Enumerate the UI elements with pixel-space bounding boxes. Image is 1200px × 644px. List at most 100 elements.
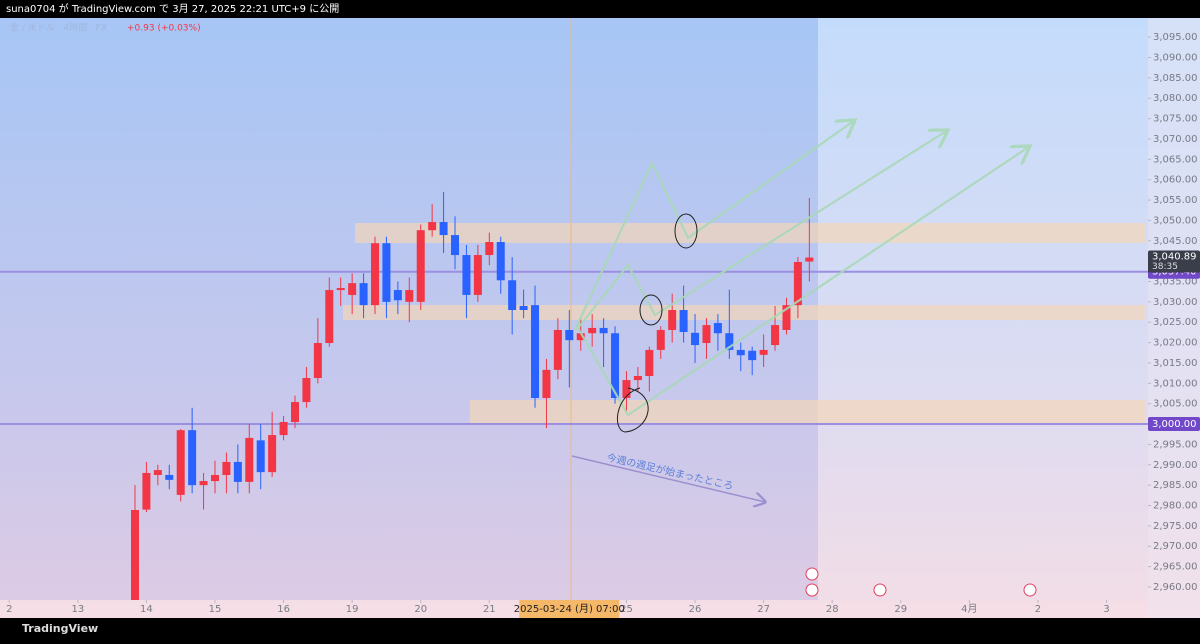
candle-body — [713, 323, 722, 334]
candle-body — [645, 349, 654, 376]
crosshair-label: 2025-03-24 (月) 07:00 — [514, 603, 625, 615]
candle-body — [748, 350, 757, 361]
candle-body — [565, 329, 574, 341]
zone — [343, 305, 1145, 320]
candle-body — [188, 430, 197, 486]
y-tick-label: 2,965.00 — [1153, 562, 1198, 573]
candle-body — [393, 290, 402, 301]
y-tick-label: 3,035.00 — [1153, 277, 1198, 288]
y-tick-label: 2,985.00 — [1153, 480, 1198, 491]
change: +0.93 (+0.03%) — [127, 24, 201, 34]
candle-body — [519, 305, 528, 311]
x-tick-label: 2 — [1035, 604, 1041, 615]
y-tick-label: 3,055.00 — [1153, 195, 1198, 206]
y-tick-label: 3,005.00 — [1153, 399, 1198, 410]
candle-body — [291, 402, 300, 423]
y-tick-label: 3,015.00 — [1153, 358, 1198, 369]
y-tick-label: 3,075.00 — [1153, 114, 1198, 125]
candle-body — [210, 474, 219, 482]
candle-body — [633, 375, 642, 381]
drawing — [574, 120, 1030, 417]
y-tick-label: 2,975.00 — [1153, 521, 1198, 532]
candle-body — [153, 470, 162, 475]
symbol: 金 / 米ドル · 4時間 · FX — [10, 22, 107, 34]
candle-body — [702, 325, 711, 344]
candle-body — [313, 343, 322, 379]
zone — [355, 223, 1145, 243]
y-tick-label: 3,020.00 — [1153, 338, 1198, 349]
candle-body — [691, 332, 700, 346]
candle-body — [359, 283, 368, 306]
candle-body — [233, 461, 242, 482]
candle-body — [245, 437, 254, 482]
candle-body — [793, 261, 802, 306]
x-tick-label: 16 — [277, 604, 290, 615]
x-tick-label: 13 — [71, 604, 84, 615]
y-tick-label: 3,065.00 — [1153, 154, 1198, 165]
candle-body — [142, 472, 151, 510]
y-tick-label: 3,060.00 — [1153, 175, 1198, 186]
x-tick-label: 2 — [6, 604, 12, 615]
candle-body — [496, 242, 505, 281]
crosshair-box — [519, 600, 620, 618]
candle-body — [165, 474, 174, 480]
candle-body — [416, 230, 425, 302]
y-tick-label: 2,995.00 — [1153, 439, 1198, 450]
x-tick-label: 3 — [1103, 604, 1109, 615]
candle-body — [130, 509, 139, 600]
x-tick-label: 21 — [483, 604, 496, 615]
candle-body — [485, 242, 494, 256]
candle-body — [576, 333, 585, 341]
candle-body — [325, 290, 334, 344]
candle-body — [462, 255, 471, 295]
candle-body — [199, 481, 208, 486]
y-tick-label: 3,085.00 — [1153, 73, 1198, 84]
level-label: 3,000.00 — [1152, 419, 1197, 430]
y-tick-label: 3,030.00 — [1153, 297, 1198, 308]
footer — [0, 618, 1200, 640]
publish-info: suna0704 が TradingView.com で 3月 27, 2025… — [6, 2, 339, 15]
y-tick-label: 3,025.00 — [1153, 317, 1198, 328]
candle-body — [279, 422, 288, 436]
y-tick-label: 2,960.00 — [1153, 582, 1198, 593]
candle-body — [725, 333, 734, 350]
candle-body — [405, 290, 414, 302]
candle-body — [256, 440, 265, 473]
candle-body — [268, 435, 277, 473]
x-tick-label: 20 — [414, 604, 427, 615]
x-tick-label: 26 — [689, 604, 702, 615]
candle-body — [622, 380, 631, 398]
y-tick-label: 2,970.00 — [1153, 541, 1198, 552]
circles — [617, 213, 698, 433]
candle-body — [508, 280, 517, 311]
candle-body — [553, 329, 562, 370]
level-box — [1148, 417, 1200, 432]
event-icons — [805, 567, 1037, 597]
candle-body — [348, 283, 357, 295]
y-tick-label: 3,050.00 — [1153, 215, 1198, 226]
candle-body — [176, 430, 185, 495]
candle-body — [771, 325, 780, 346]
candle-body — [611, 333, 620, 398]
y-tick-label: 3,070.00 — [1153, 134, 1198, 145]
countdown: 38:35 — [1152, 262, 1178, 272]
candle-body — [656, 329, 665, 350]
x-tick-label: 14 — [140, 604, 153, 615]
y-tick-label: 3,090.00 — [1153, 53, 1198, 64]
candle-body — [782, 305, 791, 330]
candle-body — [428, 222, 437, 231]
y-tick-label: 3,080.00 — [1153, 93, 1198, 104]
candle-body — [531, 305, 540, 398]
x-tick-label: 4月 — [961, 603, 977, 615]
x-tick-label: 29 — [894, 604, 907, 615]
x-tick-label: 28 — [826, 604, 839, 615]
x-tick-label: 25 — [620, 604, 633, 615]
annotation-arrow — [571, 455, 765, 502]
last-price: 3,040.89 — [1152, 252, 1197, 263]
x-tick-label: 19 — [346, 604, 359, 615]
candle-body — [805, 257, 814, 262]
candle-body — [736, 349, 745, 356]
candle-body — [451, 235, 460, 256]
x-tick-label: 15 — [209, 604, 222, 615]
y-tick-label: 2,980.00 — [1153, 501, 1198, 512]
